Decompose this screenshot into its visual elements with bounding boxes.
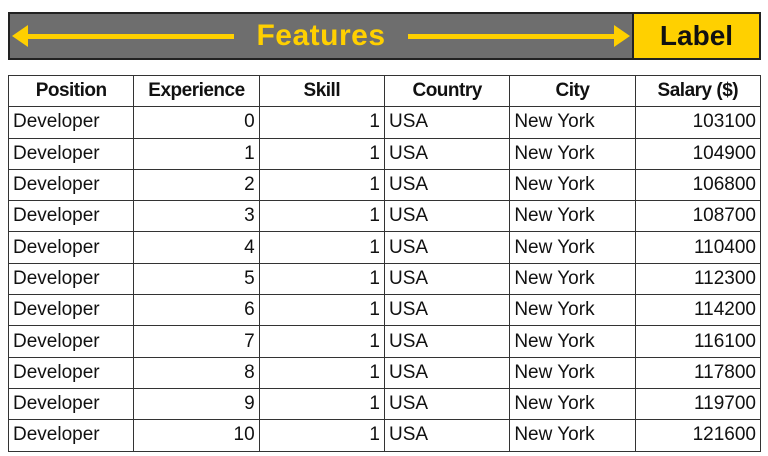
- table-cell: 104900: [634, 137, 762, 170]
- table-cell: 1: [258, 356, 385, 389]
- table-cell: 1: [258, 325, 385, 358]
- arrow-left-shaft: [24, 34, 234, 39]
- column-header: City: [509, 74, 636, 108]
- table-cell: 110400: [634, 231, 762, 264]
- table-cell: 103100: [634, 106, 762, 139]
- table-row: Developer 6 1 USA New York 114200: [7, 294, 762, 327]
- table-cell: New York: [509, 419, 636, 452]
- table-cell: USA: [383, 262, 511, 296]
- table-cell: 4: [133, 231, 260, 264]
- table-row: Developer 8 1 USA New York 117800: [7, 356, 762, 389]
- table-cell: Developer: [7, 356, 135, 389]
- table-cell: New York: [509, 168, 636, 202]
- table-cell: 1: [258, 387, 385, 421]
- table-cell: Developer: [7, 168, 135, 202]
- arrow-right-shaft: [408, 34, 618, 39]
- table-cell: 8: [133, 356, 260, 389]
- table-row: Developer 0 1 USA New York 103100: [7, 106, 762, 139]
- table-cell: Developer: [7, 387, 135, 421]
- column-header: Country: [383, 74, 511, 108]
- salary-table: Position Experience Skill Country City Salary…: [7, 74, 762, 452]
- table-cell: New York: [509, 387, 636, 421]
- features-title: Features: [242, 19, 400, 53]
- label-title: Label: [632, 14, 759, 58]
- table-row: Developer 9 1 USA New York 119700: [7, 387, 762, 421]
- table-cell: New York: [509, 325, 636, 358]
- table-cell: 121600: [634, 419, 762, 452]
- arrow-right-icon: [614, 25, 630, 47]
- table-cell: 6: [133, 294, 260, 327]
- table-cell: Developer: [7, 294, 135, 327]
- table-cell: Developer: [7, 262, 135, 296]
- table-row: Developer 4 1 USA New York 110400: [7, 231, 762, 264]
- table-cell: 106800: [634, 168, 762, 202]
- table-row: Developer 10 1 USA New York 121600: [7, 419, 762, 452]
- table-cell: 1: [258, 200, 385, 233]
- table-cell: New York: [509, 356, 636, 389]
- table-cell: 1: [258, 106, 385, 139]
- table-cell: 10: [133, 419, 260, 452]
- column-header: Skill: [258, 74, 385, 108]
- table-cell: 9: [133, 387, 260, 421]
- features-label-banner: Features Label: [8, 12, 761, 60]
- table-row: Developer 3 1 USA New York 108700: [7, 200, 762, 233]
- table-row: Developer 7 1 USA New York 116100: [7, 325, 762, 358]
- table-cell: Developer: [7, 137, 135, 170]
- column-header: Position: [7, 74, 135, 108]
- table-cell: 7: [133, 325, 260, 358]
- table-cell: Developer: [7, 419, 135, 452]
- table-cell: 1: [258, 231, 385, 264]
- table-cell: New York: [509, 294, 636, 327]
- table-cell: USA: [383, 200, 511, 233]
- table-cell: New York: [509, 231, 636, 264]
- table-cell: USA: [383, 137, 511, 170]
- table-cell: USA: [383, 325, 511, 358]
- arrow-left-icon: [12, 25, 28, 47]
- table-cell: 1: [258, 294, 385, 327]
- header-row: Position Experience Skill Country City Salary…: [7, 74, 762, 108]
- table-cell: USA: [383, 106, 511, 139]
- table-cell: 108700: [634, 200, 762, 233]
- column-header: Salary ($): [634, 74, 762, 108]
- table-cell: Developer: [7, 106, 135, 139]
- table-cell: 1: [133, 137, 260, 170]
- table-row: Developer 5 1 USA New York 112300: [7, 262, 762, 296]
- table-cell: 1: [258, 137, 385, 170]
- features-section: Features: [10, 14, 632, 58]
- table-cell: USA: [383, 168, 511, 202]
- column-header: Experience: [133, 74, 260, 108]
- table-cell: 119700: [634, 387, 762, 421]
- table-cell: 2: [133, 168, 260, 202]
- table-cell: Developer: [7, 325, 135, 358]
- table-cell: Developer: [7, 200, 135, 233]
- table-cell: Developer: [7, 231, 135, 264]
- table-cell: New York: [509, 106, 636, 139]
- table-cell: USA: [383, 294, 511, 327]
- table-cell: 5: [133, 262, 260, 296]
- table-row: Developer 2 1 USA New York 106800: [7, 168, 762, 202]
- table-cell: 1: [258, 262, 385, 296]
- table-cell: 117800: [634, 356, 762, 389]
- table-cell: USA: [383, 387, 511, 421]
- table-cell: 1: [258, 168, 385, 202]
- table-cell: 3: [133, 200, 260, 233]
- table-cell: USA: [383, 356, 511, 389]
- table-row: Developer 1 1 USA New York 104900: [7, 137, 762, 170]
- table-cell: New York: [509, 262, 636, 296]
- table-cell: New York: [509, 137, 636, 170]
- table-cell: New York: [509, 200, 636, 233]
- table-cell: 114200: [634, 294, 762, 327]
- table-cell: 116100: [634, 325, 762, 358]
- table-cell: 1: [258, 419, 385, 452]
- table-cell: 0: [133, 106, 260, 139]
- table-cell: 112300: [634, 262, 762, 296]
- table-cell: USA: [383, 231, 511, 264]
- table-cell: USA: [383, 419, 511, 452]
